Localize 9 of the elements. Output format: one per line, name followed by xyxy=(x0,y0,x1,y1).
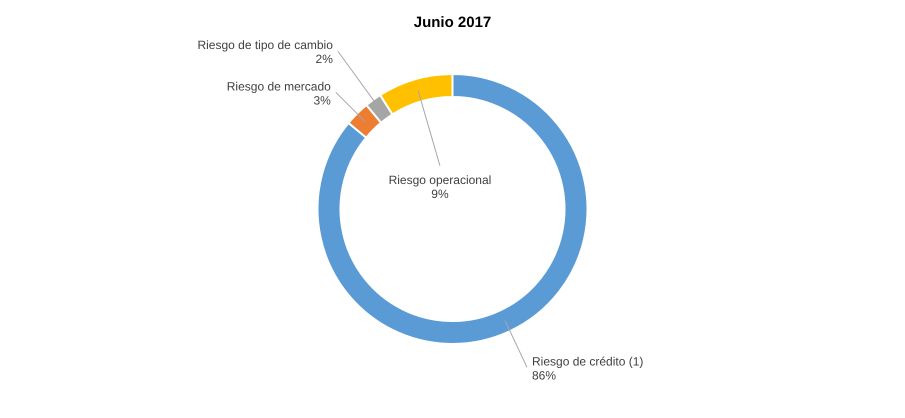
slice-label: Riesgo de mercado xyxy=(226,79,332,94)
chart-title: Junio 2017 xyxy=(414,14,492,31)
data-label: 86% xyxy=(532,368,556,382)
slice-label: Riesgo de tipo de cambio xyxy=(197,38,334,52)
data-label: 3% xyxy=(313,93,332,108)
slice-label: Riesgo de crédito (1) xyxy=(532,354,644,368)
slice-label: Riesgo operacional xyxy=(388,172,492,187)
data-label: 9% xyxy=(431,186,449,201)
data-label: 2% xyxy=(316,52,334,66)
